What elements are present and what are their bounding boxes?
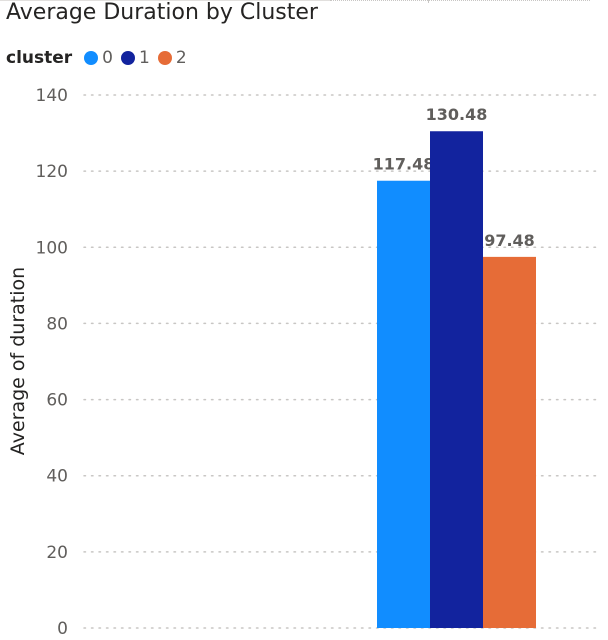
legend-label-2: 2 [175,48,187,68]
y-tick-label-0: 0 [57,619,68,639]
chart-title: Average Duration by Cluster [6,0,318,25]
y-tick-label-20: 20 [46,543,68,563]
bar-cluster-1 [430,131,483,628]
data-label-cluster-1: 130.48 [426,105,488,124]
top-border-tick [428,0,429,3]
legend-marker-1 [121,51,135,65]
y-axis-label: Average of duration [7,267,29,455]
bar-cluster-2 [483,256,536,628]
legend: cluster 0 1 2 [6,48,195,68]
legend-label-0: 0 [102,48,113,68]
legend-title: cluster [6,48,73,68]
top-border [0,0,330,1]
y-tick-label-80: 80 [46,314,68,334]
y-tick-label-40: 40 [46,467,68,487]
y-tick-label-100: 100 [36,238,68,258]
data-label-cluster-2: 97.48 [484,231,535,250]
bar-cluster-0 [377,180,430,628]
y-tick-label-120: 120 [36,162,68,182]
data-label-cluster-0: 117.48 [373,155,435,174]
y-tick-label-60: 60 [46,391,68,411]
legend-item-2[interactable]: 2 [157,48,187,68]
legend-marker-0 [84,51,99,65]
legend-item-0[interactable]: 0 [84,48,113,68]
legend-marker-2 [157,51,172,65]
legend-label-1: 1 [139,48,150,68]
y-tick-label-140: 140 [36,86,68,106]
top-border-dotted [330,0,590,1]
legend-item-1[interactable]: 1 [121,48,150,68]
